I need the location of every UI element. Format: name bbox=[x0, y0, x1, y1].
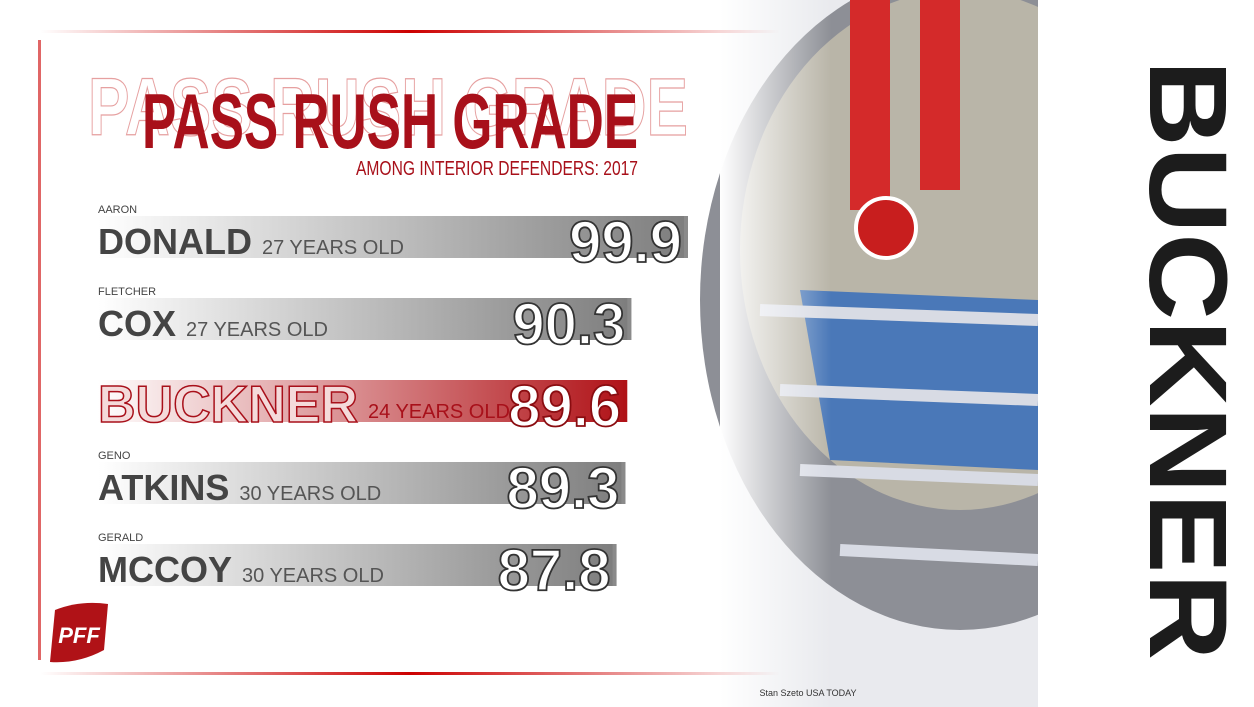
bar bbox=[98, 544, 617, 586]
value-label: 87.8 bbox=[498, 538, 611, 603]
side-title: BUCKNER bbox=[1126, 60, 1249, 660]
bar-end bbox=[627, 298, 632, 340]
bar-end bbox=[623, 380, 628, 422]
first-name: GENO bbox=[98, 450, 131, 462]
side-title-group: BUCKNER bbox=[1126, 60, 1249, 660]
bar-end bbox=[621, 462, 626, 504]
player-name: BUCKNER bbox=[98, 376, 358, 434]
side-panel bbox=[1038, 0, 1254, 707]
bar bbox=[98, 216, 688, 258]
first-name: AARON bbox=[98, 204, 137, 216]
left-rule bbox=[38, 40, 41, 660]
player-name: MCCOY bbox=[98, 549, 232, 590]
player-age: 30 YEARS OLD bbox=[242, 565, 384, 587]
player-name: COX bbox=[98, 303, 176, 344]
value-label: 89.6 bbox=[508, 374, 621, 439]
bar bbox=[98, 380, 628, 422]
bar bbox=[98, 462, 626, 504]
player-name: ATKINS bbox=[98, 467, 229, 508]
first-name: GERALD bbox=[98, 532, 143, 544]
player-age: 27 YEARS OLD bbox=[186, 319, 328, 341]
player-age: 24 YEARS OLD bbox=[368, 401, 510, 423]
player-name: DONALD bbox=[98, 221, 252, 262]
title-outline: PASS RUSH GRADE bbox=[88, 62, 688, 153]
bar bbox=[98, 298, 632, 340]
bar-end bbox=[612, 544, 617, 586]
top-rule bbox=[40, 30, 780, 33]
player-age: 30 YEARS OLD bbox=[239, 483, 381, 505]
bottom-rule bbox=[40, 672, 780, 675]
logo-shape bbox=[50, 602, 108, 663]
bar-end bbox=[684, 216, 688, 258]
photo-credit: Stan Szeto USA TODAY bbox=[759, 688, 856, 698]
value-label: 89.3 bbox=[507, 456, 620, 521]
value-label: 99.9 bbox=[569, 210, 682, 275]
chart-title: PASS RUSH GRADE bbox=[142, 77, 638, 165]
value-label: 90.3 bbox=[512, 292, 625, 357]
chart-subtitle: AMONG INTERIOR DEFENDERS: 2017 bbox=[356, 158, 638, 180]
first-name: FLETCHER bbox=[98, 286, 156, 298]
player-age: 27 YEARS OLD bbox=[262, 237, 404, 259]
logo: PFF bbox=[58, 623, 100, 648]
